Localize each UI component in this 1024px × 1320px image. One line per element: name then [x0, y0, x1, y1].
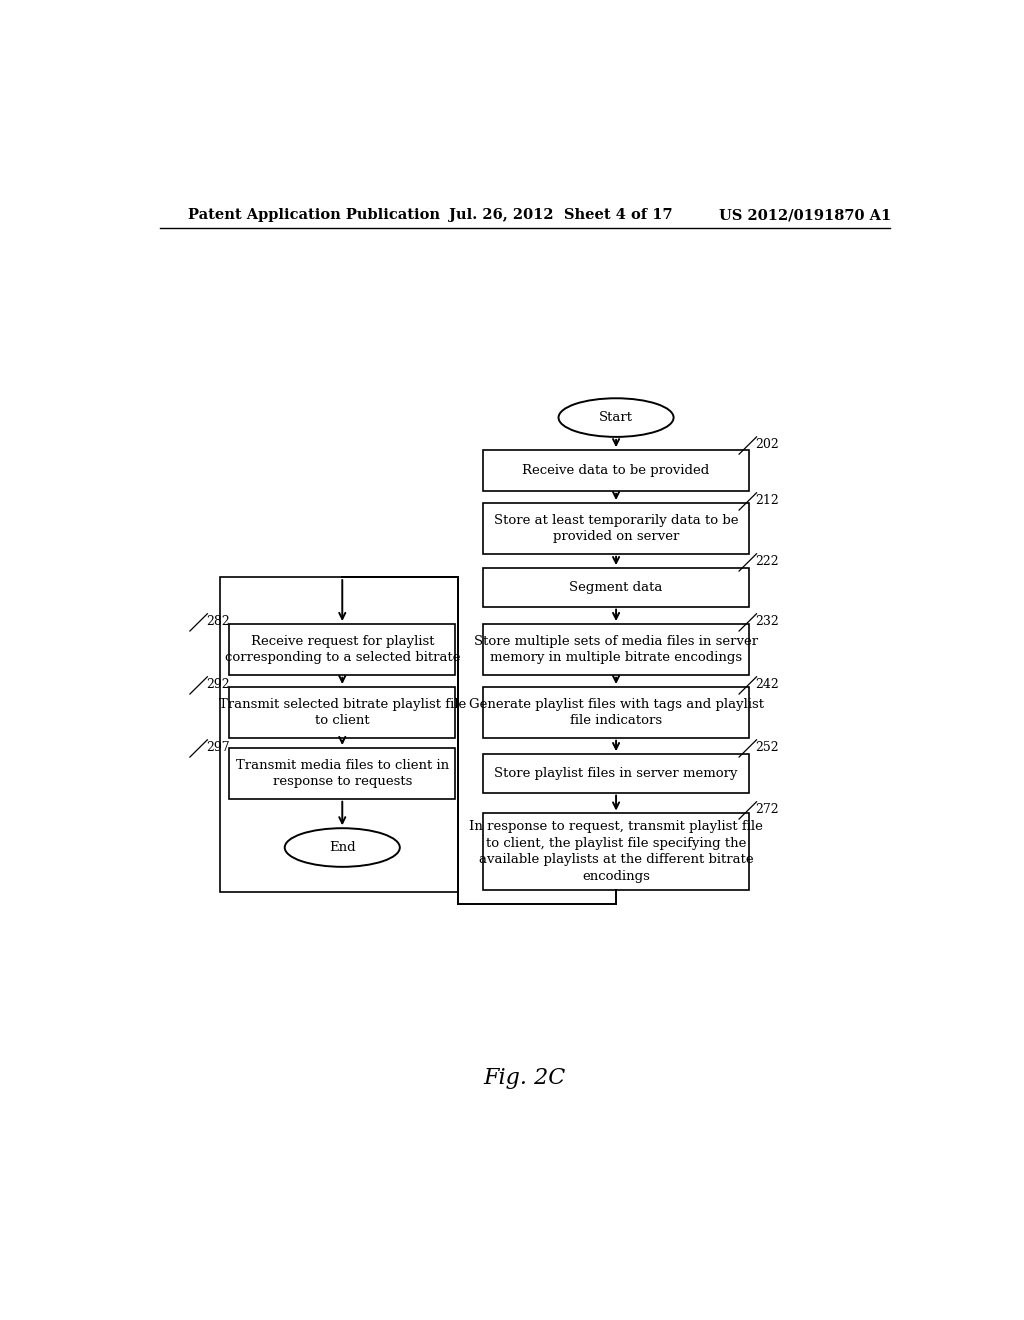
Text: Generate playlist files with tags and playlist
file indicators: Generate playlist files with tags and pl… — [469, 697, 764, 727]
Text: 222: 222 — [755, 554, 778, 568]
Bar — [229, 624, 456, 675]
Text: Transmit media files to client in
response to requests: Transmit media files to client in respon… — [236, 759, 449, 788]
Text: Receive request for playlist
corresponding to a selected bitrate: Receive request for playlist correspondi… — [224, 635, 460, 664]
Text: In response to request, transmit playlist file
to client, the playlist file spec: In response to request, transmit playlis… — [469, 820, 763, 883]
Bar — [483, 754, 749, 792]
Text: Receive data to be provided: Receive data to be provided — [522, 463, 710, 477]
Bar — [483, 813, 749, 890]
Text: Store multiple sets of media files in server
memory in multiple bitrate encoding: Store multiple sets of media files in se… — [474, 635, 758, 664]
Text: 297: 297 — [206, 741, 229, 754]
Text: Patent Application Publication: Patent Application Publication — [187, 209, 439, 222]
Text: Fig. 2C: Fig. 2C — [483, 1068, 566, 1089]
Text: 242: 242 — [755, 678, 778, 690]
Text: Jul. 26, 2012  Sheet 4 of 17: Jul. 26, 2012 Sheet 4 of 17 — [450, 209, 673, 222]
Text: Start: Start — [599, 411, 633, 424]
Text: 232: 232 — [755, 615, 778, 628]
Text: Transmit selected bitrate playlist file
to client: Transmit selected bitrate playlist file … — [219, 697, 466, 727]
Bar — [229, 686, 456, 738]
Bar — [220, 577, 458, 892]
Text: 212: 212 — [755, 494, 778, 507]
Text: 272: 272 — [755, 803, 778, 816]
Bar — [483, 686, 749, 738]
Text: Segment data: Segment data — [569, 581, 663, 594]
Text: End: End — [329, 841, 355, 854]
Bar — [483, 624, 749, 675]
Text: Store playlist files in server memory: Store playlist files in server memory — [495, 767, 738, 780]
Text: 202: 202 — [755, 438, 778, 451]
Text: US 2012/0191870 A1: US 2012/0191870 A1 — [719, 209, 892, 222]
Bar — [483, 450, 749, 491]
Text: Store at least temporarily data to be
provided on server: Store at least temporarily data to be pr… — [494, 513, 738, 543]
Text: 282: 282 — [206, 615, 229, 628]
Text: 252: 252 — [755, 741, 778, 754]
Bar — [483, 568, 749, 607]
Bar — [229, 748, 456, 799]
Bar — [483, 503, 749, 554]
Text: 292: 292 — [206, 678, 229, 690]
